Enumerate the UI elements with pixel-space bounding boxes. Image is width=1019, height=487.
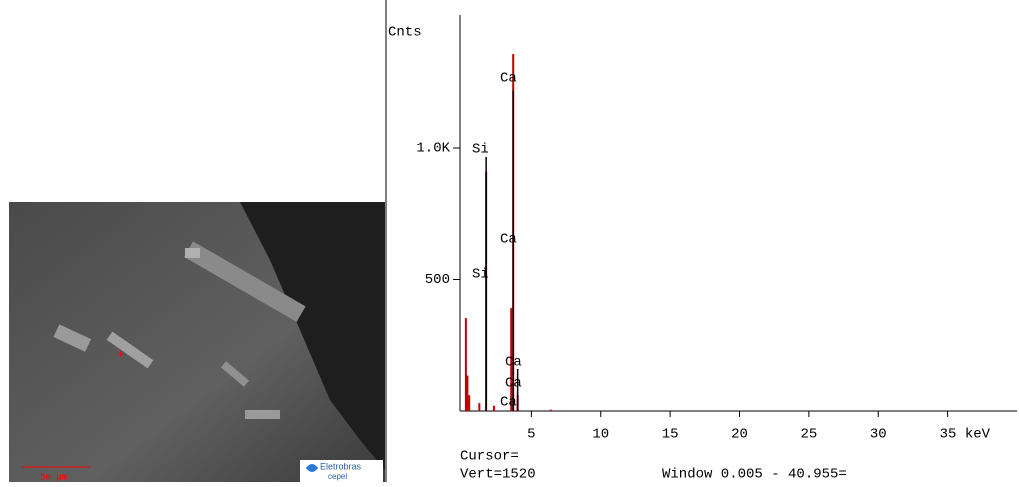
peak-label: Si xyxy=(472,267,489,283)
vert: Vert=1520 xyxy=(460,467,536,482)
x-tick-label: 30 xyxy=(870,427,887,443)
window: Window 0.005 - 40.955= xyxy=(662,467,847,482)
sem-image: + 50 µm Eletrobras cepel xyxy=(9,202,385,482)
peak-label: Ca xyxy=(505,376,522,392)
peak-label: Ca xyxy=(500,232,517,248)
x-tick-label: 35 keV xyxy=(940,427,991,443)
x-tick-label: 15 xyxy=(662,427,679,443)
x-tick-label: 25 xyxy=(800,427,817,443)
svg-text:+: + xyxy=(117,348,124,362)
scale-label: 50 µm xyxy=(40,472,67,482)
logo: Eletrobras xyxy=(320,461,362,471)
y-tick-label: 1.0K xyxy=(416,141,450,157)
x-tick-label: 10 xyxy=(592,427,609,443)
cursor: Cursor= xyxy=(460,449,519,465)
peak-label: Ca xyxy=(500,71,517,87)
peak-label: Si xyxy=(472,142,489,158)
x-tick-label: 5 xyxy=(527,427,535,443)
x-tick-label: 20 xyxy=(731,427,748,443)
y-tick-label: 500 xyxy=(425,272,450,288)
peak-label: Ca xyxy=(500,395,517,411)
peak-label: Ca xyxy=(505,355,522,371)
y-axis-label: Cnts xyxy=(388,25,422,41)
logo-sub: cepel xyxy=(328,472,347,481)
